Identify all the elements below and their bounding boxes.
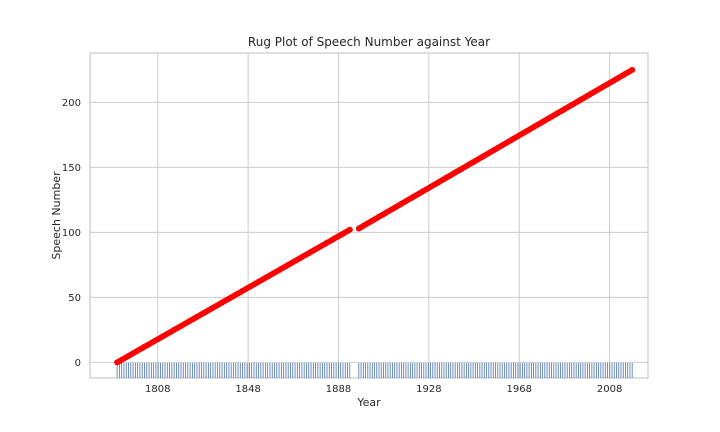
- y-tick-labels: 0 50 100 150 200: [62, 98, 81, 369]
- grid-lines: [90, 53, 648, 378]
- x-tick-label: 1888: [326, 384, 351, 395]
- y-tick-label: 100: [62, 228, 81, 239]
- data-points: [114, 66, 636, 366]
- data-point: [629, 66, 636, 73]
- x-tick-label: 2008: [597, 384, 622, 395]
- x-axis-label: Year: [356, 396, 381, 409]
- y-axis-label: Speech Number: [50, 171, 63, 260]
- y-tick-label: 150: [62, 163, 81, 174]
- chart-title: Rug Plot of Speech Number against Year: [248, 35, 490, 49]
- y-tick-label: 0: [75, 358, 81, 369]
- x-tick-label: 1928: [416, 384, 441, 395]
- x-tick-label: 1968: [507, 384, 532, 395]
- y-tick-label: 50: [68, 293, 81, 304]
- data-point: [346, 226, 353, 233]
- x-tick-label: 1848: [235, 384, 260, 395]
- x-tick-labels: 1808 1848 1888 1928 1968 2008: [145, 384, 622, 395]
- y-tick-label: 200: [62, 98, 81, 109]
- rug-marks: [116, 363, 633, 378]
- plot-frame: [89, 52, 649, 379]
- x-tick-label: 1808: [145, 384, 170, 395]
